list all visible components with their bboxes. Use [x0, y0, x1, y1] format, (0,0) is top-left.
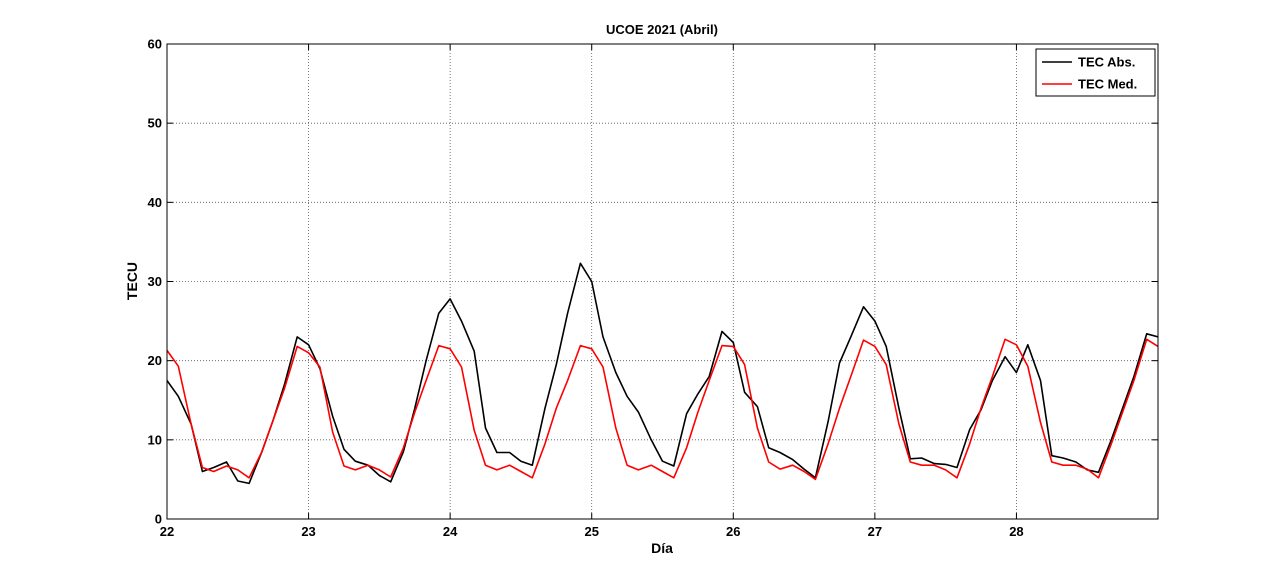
y-tick-label: 20: [148, 353, 162, 368]
y-tick-label: 60: [148, 37, 162, 52]
chart-title: UCOE 2021 (Abril): [606, 22, 718, 37]
x-tick-label: 26: [726, 524, 740, 539]
x-tick-label: 23: [301, 524, 315, 539]
legend-label-tec-med: TEC Med.: [1078, 77, 1137, 92]
x-tick-label: 25: [584, 524, 598, 539]
series-line-tec-abs: [166, 262, 1159, 485]
series-layer: [166, 262, 1159, 485]
y-tick-label: 0: [155, 512, 162, 527]
x-tick-label: 28: [1009, 524, 1023, 539]
grid-lines: [167, 44, 1158, 519]
y-tick-label: 50: [148, 116, 162, 131]
y-tick-label: 40: [148, 195, 162, 210]
x-tick-label: 22: [160, 524, 174, 539]
legend: TEC Abs. TEC Med.: [1035, 48, 1156, 97]
series-line-tec-med: [166, 338, 1159, 481]
legend-box: [1035, 48, 1156, 97]
axis-ticks: 0 10 20 30 40 50 60 22 23 24 25 26 27 28: [148, 37, 1158, 539]
legend-label-tec-abs: TEC Abs.: [1078, 55, 1135, 70]
y-tick-label: 10: [148, 432, 162, 447]
y-axis-label: TECU: [124, 262, 140, 300]
y-tick-label: 30: [148, 274, 162, 289]
x-tick-label: 27: [868, 524, 882, 539]
x-axis-label: Día: [651, 540, 673, 556]
x-tick-label: 24: [443, 524, 458, 539]
